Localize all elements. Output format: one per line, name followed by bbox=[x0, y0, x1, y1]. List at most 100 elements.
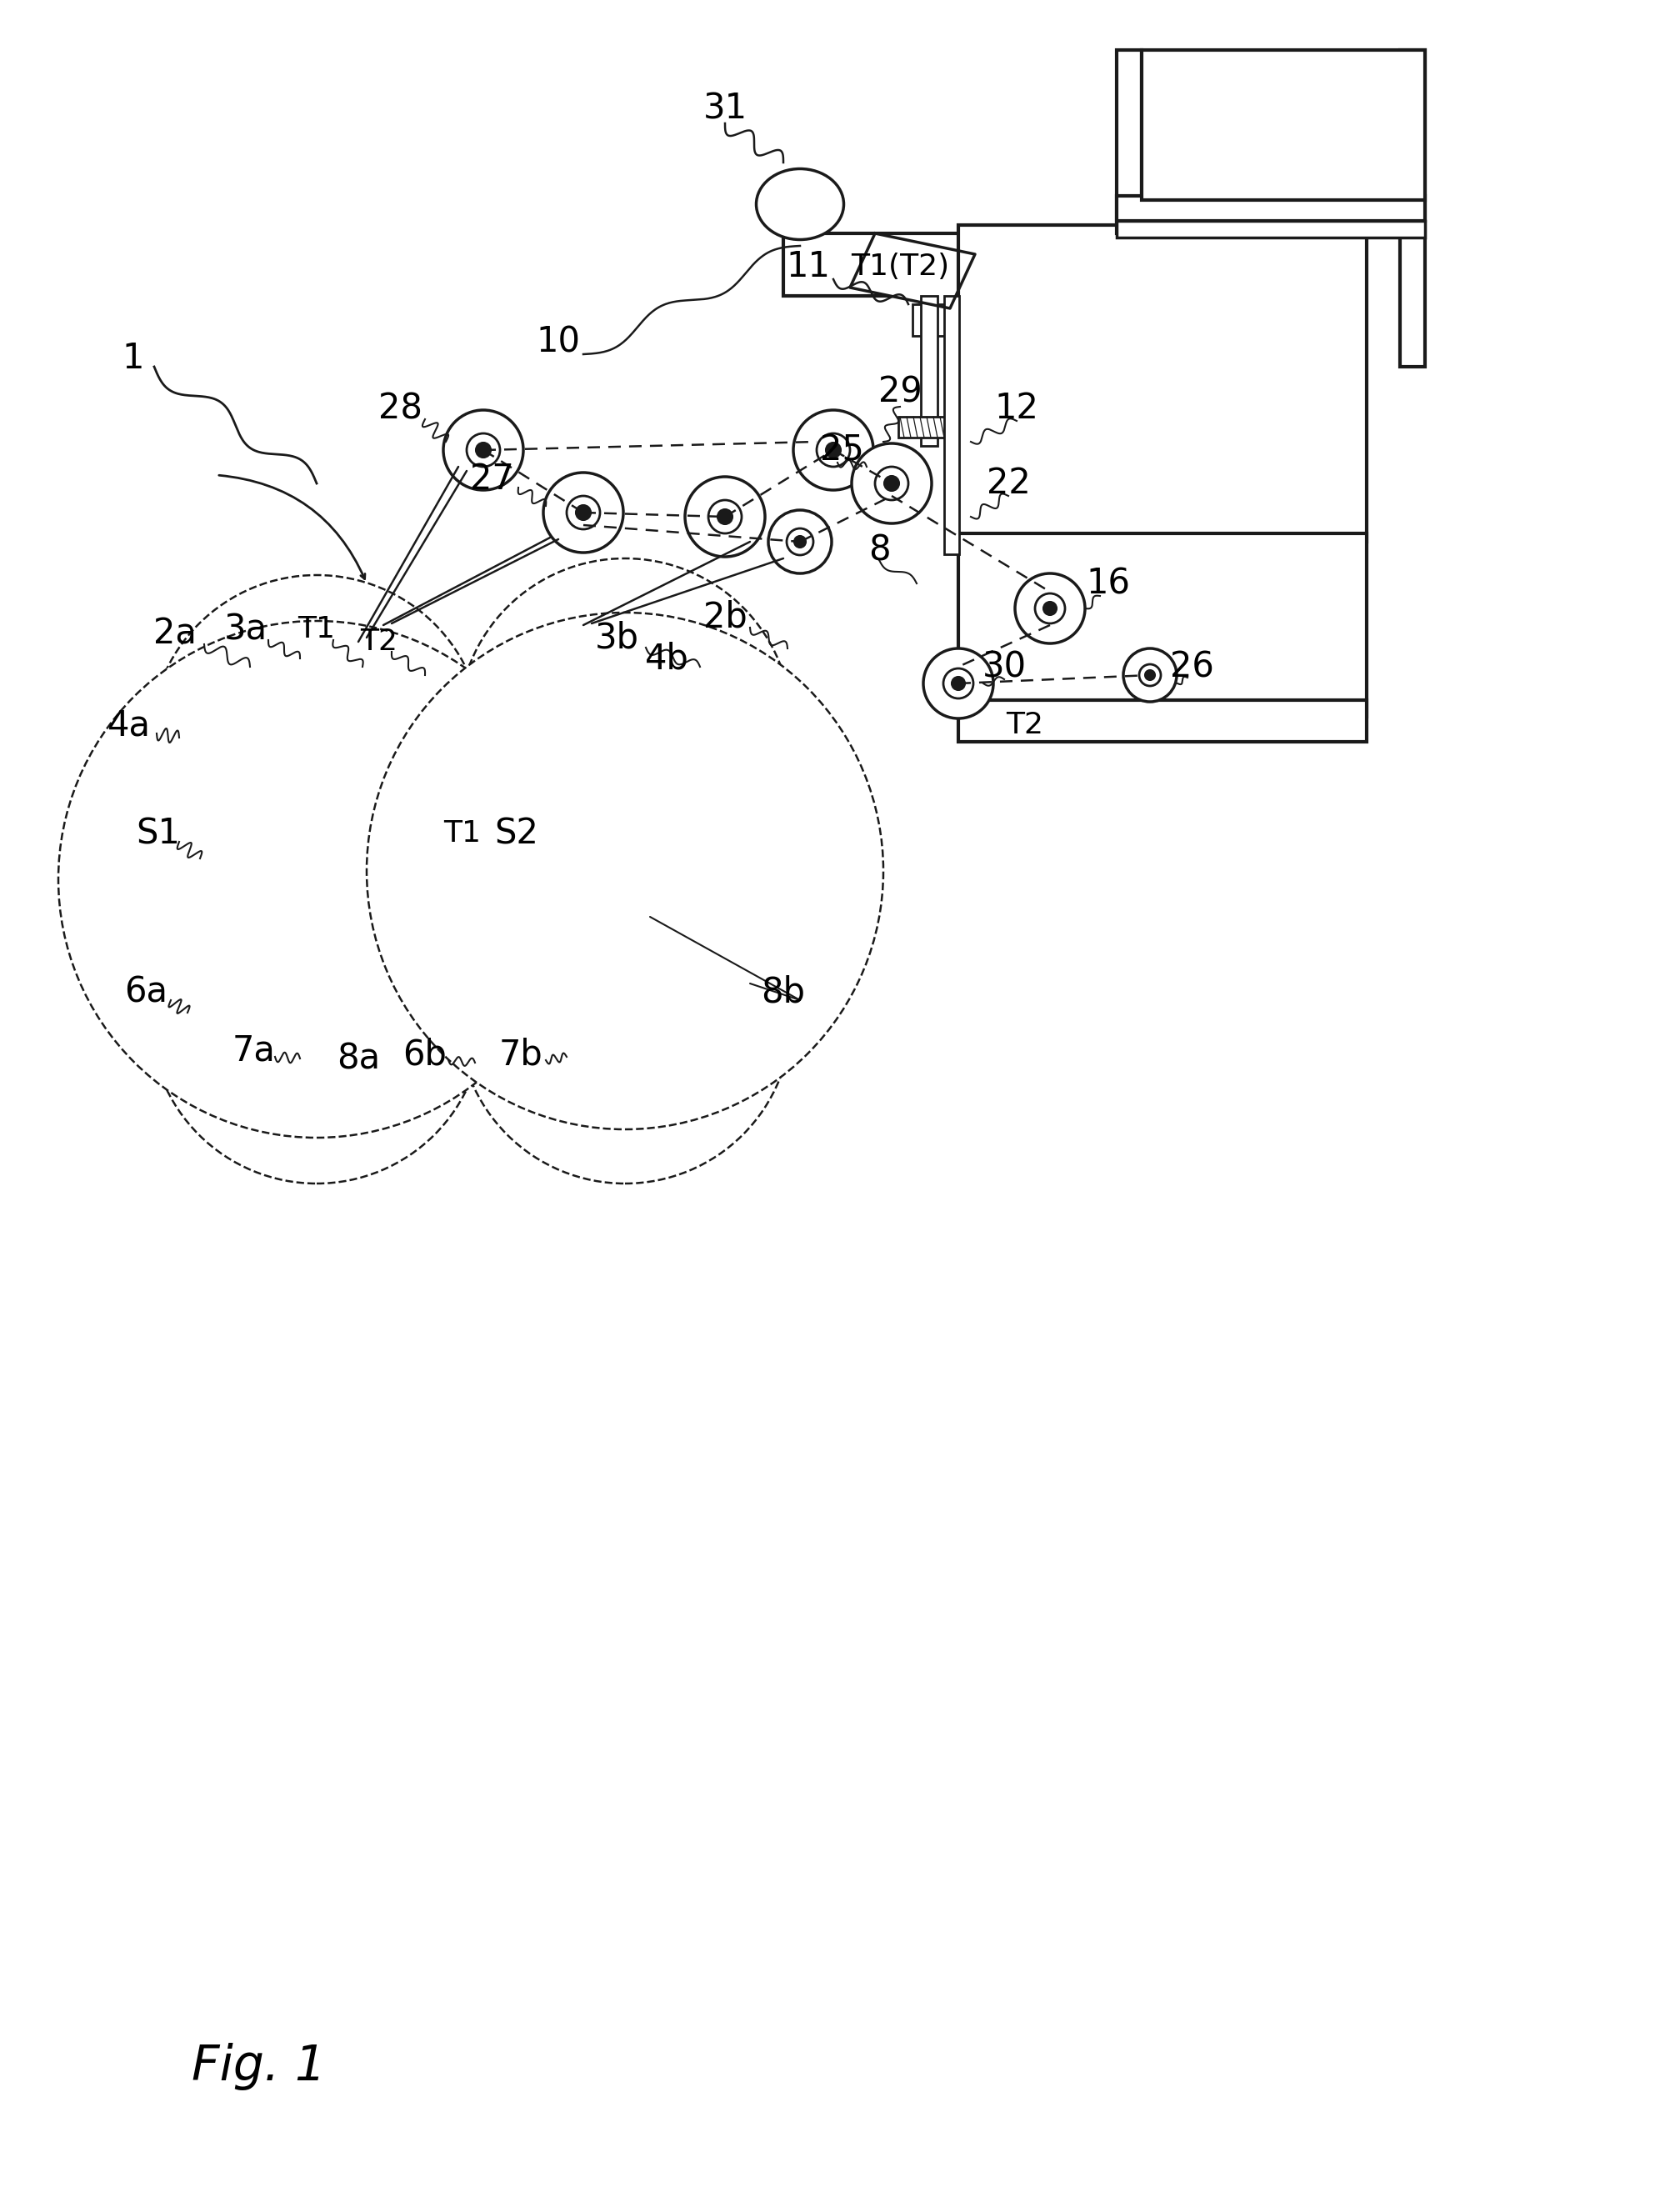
Circle shape bbox=[526, 627, 724, 823]
Circle shape bbox=[884, 477, 899, 490]
Text: T1(T2): T1(T2) bbox=[850, 252, 949, 280]
Text: 6a: 6a bbox=[124, 973, 168, 1009]
Text: 25: 25 bbox=[820, 433, 864, 468]
Circle shape bbox=[150, 850, 484, 1183]
Text: 3b: 3b bbox=[595, 620, 638, 655]
Circle shape bbox=[366, 614, 884, 1130]
Circle shape bbox=[459, 850, 791, 1183]
Circle shape bbox=[576, 505, 591, 521]
Text: 2b: 2b bbox=[702, 600, 748, 633]
Bar bbox=[958, 225, 1366, 541]
Circle shape bbox=[924, 649, 993, 719]
Bar bbox=[1117, 51, 1142, 234]
Circle shape bbox=[59, 620, 575, 1137]
Circle shape bbox=[852, 444, 932, 523]
Circle shape bbox=[507, 607, 743, 843]
Text: 29: 29 bbox=[879, 375, 922, 408]
Circle shape bbox=[570, 962, 680, 1073]
Text: 26: 26 bbox=[1169, 649, 1213, 684]
Text: 28: 28 bbox=[378, 391, 422, 426]
Circle shape bbox=[284, 984, 349, 1051]
Circle shape bbox=[309, 1009, 324, 1024]
Circle shape bbox=[685, 477, 764, 556]
Circle shape bbox=[487, 587, 763, 863]
Circle shape bbox=[459, 558, 791, 892]
Text: 8b: 8b bbox=[761, 973, 805, 1009]
Circle shape bbox=[444, 411, 524, 490]
Circle shape bbox=[309, 733, 324, 750]
Circle shape bbox=[591, 693, 659, 759]
Text: 16: 16 bbox=[1087, 565, 1131, 600]
Text: T1: T1 bbox=[297, 616, 336, 644]
Circle shape bbox=[218, 642, 415, 841]
Circle shape bbox=[1043, 603, 1057, 616]
Circle shape bbox=[617, 717, 633, 733]
Circle shape bbox=[617, 1009, 633, 1024]
Circle shape bbox=[944, 669, 973, 697]
Circle shape bbox=[1015, 574, 1085, 644]
Text: 27: 27 bbox=[470, 461, 514, 497]
Text: 3a: 3a bbox=[223, 611, 267, 647]
Bar bbox=[912, 305, 974, 335]
Bar bbox=[921, 296, 937, 446]
Circle shape bbox=[546, 647, 704, 803]
Text: 8: 8 bbox=[869, 532, 890, 567]
Bar bbox=[958, 534, 1366, 717]
Circle shape bbox=[827, 444, 840, 457]
Circle shape bbox=[717, 510, 732, 525]
Circle shape bbox=[1035, 594, 1065, 622]
Text: 1: 1 bbox=[123, 340, 144, 375]
Text: 10: 10 bbox=[536, 324, 580, 360]
Text: 11: 11 bbox=[786, 249, 830, 285]
Text: 6b: 6b bbox=[403, 1037, 447, 1073]
Circle shape bbox=[793, 411, 874, 490]
Text: Fig. 1: Fig. 1 bbox=[192, 2044, 326, 2090]
Text: T1: T1 bbox=[444, 819, 480, 847]
Circle shape bbox=[262, 962, 371, 1073]
Circle shape bbox=[239, 664, 395, 821]
Circle shape bbox=[875, 466, 909, 501]
Circle shape bbox=[608, 1000, 642, 1033]
Circle shape bbox=[284, 708, 349, 775]
Circle shape bbox=[487, 878, 763, 1154]
Circle shape bbox=[546, 938, 704, 1095]
Text: 22: 22 bbox=[986, 466, 1030, 501]
Circle shape bbox=[816, 433, 850, 466]
Circle shape bbox=[475, 444, 491, 457]
Circle shape bbox=[180, 878, 454, 1154]
Circle shape bbox=[591, 984, 659, 1051]
Bar bbox=[1399, 51, 1425, 366]
Circle shape bbox=[1139, 664, 1161, 686]
Circle shape bbox=[262, 686, 371, 797]
Bar bbox=[958, 700, 1366, 742]
Circle shape bbox=[218, 918, 415, 1117]
Circle shape bbox=[467, 433, 501, 466]
Bar bbox=[944, 296, 959, 554]
Text: 7a: 7a bbox=[232, 1033, 276, 1068]
Circle shape bbox=[180, 605, 454, 878]
Circle shape bbox=[198, 625, 435, 861]
Circle shape bbox=[795, 536, 806, 547]
Circle shape bbox=[1146, 671, 1154, 680]
Circle shape bbox=[543, 472, 623, 552]
Circle shape bbox=[768, 510, 832, 574]
Circle shape bbox=[1124, 649, 1176, 702]
Circle shape bbox=[150, 576, 484, 909]
Text: S2: S2 bbox=[494, 817, 539, 852]
Bar bbox=[783, 234, 1191, 296]
Circle shape bbox=[608, 708, 642, 742]
Circle shape bbox=[570, 671, 680, 779]
Circle shape bbox=[507, 898, 743, 1134]
Text: S1: S1 bbox=[136, 817, 180, 852]
Text: T2: T2 bbox=[1006, 711, 1043, 739]
Circle shape bbox=[951, 678, 964, 691]
Bar bbox=[899, 417, 948, 437]
Circle shape bbox=[301, 726, 333, 759]
Circle shape bbox=[198, 898, 435, 1134]
Text: 12: 12 bbox=[995, 391, 1038, 426]
Text: T2: T2 bbox=[361, 627, 398, 655]
Ellipse shape bbox=[756, 168, 843, 241]
Circle shape bbox=[709, 501, 741, 534]
Bar bbox=[1142, 51, 1425, 201]
Circle shape bbox=[526, 918, 724, 1117]
